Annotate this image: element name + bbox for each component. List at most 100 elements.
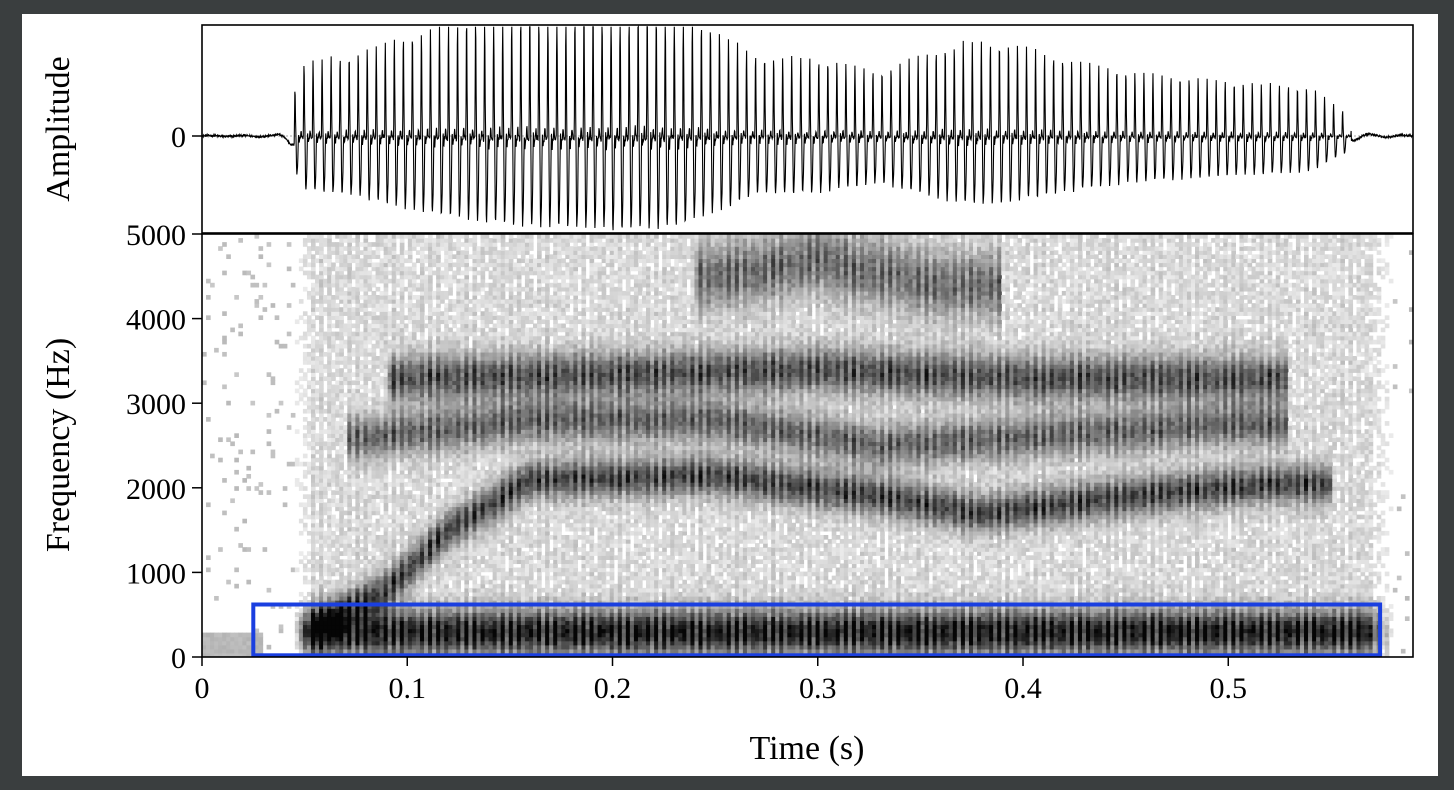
- spectrogram-cell: [206, 555, 211, 560]
- spectrogram-cell: [371, 608, 377, 613]
- spectrogram-cell: [387, 396, 393, 402]
- spectrogram-cell: [383, 526, 389, 532]
- spectrogram-cell: [355, 526, 361, 532]
- spectrogram-cell: [464, 469, 470, 475]
- spectrogram-cell: [391, 372, 397, 377]
- spectrogram-cell: [424, 571, 429, 577]
- spectrogram-cell: [415, 461, 421, 467]
- spectrogram-cell: [347, 534, 352, 540]
- spectrogram-cell: [359, 360, 365, 365]
- spectrogram-cell: [407, 396, 413, 402]
- spectrogram-cell: [258, 246, 264, 251]
- spectrogram-cell: [387, 295, 393, 300]
- spectrogram-cell: [315, 360, 320, 365]
- spectrogram-cell: [456, 482, 461, 487]
- spectrogram-cell: [484, 616, 490, 621]
- spectrogram-cell: [500, 616, 506, 621]
- spectrogram-cell: [371, 551, 377, 556]
- spectrogram-cell: [335, 547, 340, 552]
- spectrogram-cell: [363, 356, 369, 361]
- spectrogram-cell: [343, 648, 348, 654]
- spectrogram-cell: [387, 339, 393, 345]
- spectrogram-cell: [472, 238, 478, 243]
- spectrogram-cell: [460, 286, 465, 292]
- spectrogram-cell: [375, 412, 381, 418]
- spectrogram-cell: [339, 526, 344, 532]
- spectrogram-cell: [375, 437, 381, 443]
- spectrogram-cell: [492, 579, 498, 585]
- spectrogram-cell: [379, 632, 385, 638]
- spectrogram-cell: [359, 469, 365, 475]
- spectrogram-cell: [310, 425, 316, 430]
- spectrogram-cell: [419, 433, 425, 438]
- spectrogram-cell: [339, 612, 344, 617]
- spectrogram-cell: [391, 441, 397, 447]
- spectrogram-cell: [411, 449, 417, 455]
- spectrogram-cell: [504, 319, 510, 325]
- spectrogram-cell: [456, 518, 461, 524]
- spectrogram-cell: [234, 486, 239, 491]
- spectrogram-cell: [379, 551, 385, 556]
- spectrogram-cell: [355, 530, 361, 536]
- spectrogram-cell: [428, 286, 433, 292]
- spectrogram-cell: [500, 315, 506, 321]
- spectrogram-cell: [500, 579, 506, 585]
- spectrogram-cell: [375, 620, 381, 626]
- spectrogram-cell: [319, 514, 324, 520]
- spectrogram-cell: [302, 238, 308, 243]
- spectrogram-cell: [315, 494, 320, 499]
- spectrogram-cell: [468, 445, 474, 451]
- spectrogram-cell: [456, 425, 461, 430]
- spectrogram-cell: [496, 262, 502, 268]
- spectrogram-cell: [432, 551, 437, 556]
- spectrogram-cell: [347, 543, 352, 548]
- spectrogram-cell: [436, 388, 441, 394]
- spectrogram-cell: [391, 323, 397, 329]
- spectrogram-cell: [492, 356, 498, 361]
- spectrogram-cell: [383, 258, 389, 264]
- spectrogram-cell: [371, 628, 377, 634]
- spectrogram-cell: [484, 323, 490, 329]
- spectrogram-cell: [383, 600, 389, 605]
- spectrogram-cell: [468, 286, 474, 292]
- spectrogram-cell: [351, 494, 356, 499]
- spectrogram-cell: [403, 502, 409, 508]
- spectrogram-cell: [347, 612, 352, 617]
- spectrogram-cell: [391, 270, 397, 276]
- spectrogram-cell: [464, 640, 470, 646]
- spectrogram-cell: [496, 278, 502, 284]
- spectrogram-cell: [331, 457, 336, 463]
- spectrogram-cell: [375, 453, 381, 459]
- spectrogram-cell: [359, 575, 365, 581]
- spectrogram-cell: [496, 494, 502, 499]
- spectrogram-cell: [448, 238, 453, 243]
- spectrogram-cell: [424, 351, 429, 357]
- spectrogram-cell: [452, 412, 457, 418]
- spectrogram-cell: [399, 270, 405, 276]
- spectrogram-cell: [432, 530, 437, 536]
- spectrogram-cell: [343, 494, 348, 499]
- spectrogram-cell: [460, 518, 465, 524]
- spectrogram-cell: [448, 539, 453, 544]
- spectrogram-cell: [367, 274, 373, 280]
- spectrogram-cell: [436, 469, 441, 475]
- spectrogram-cell: [335, 234, 340, 239]
- spectrogram-cell: [306, 250, 312, 255]
- spectrogram-cell: [391, 242, 397, 247]
- spectrogram-cell: [444, 539, 449, 544]
- spectrogram-cell: [355, 319, 361, 325]
- spectrogram-cell: [302, 567, 308, 573]
- spectrogram-cell: [323, 563, 328, 569]
- spectrogram-cell: [395, 551, 401, 556]
- spectrogram-cell: [222, 311, 227, 316]
- spectrogram-cell: [359, 368, 365, 373]
- spectrogram-cell: [327, 380, 332, 386]
- spectrogram-cell: [440, 457, 445, 463]
- spectrogram-cell: [436, 461, 441, 467]
- spectrogram-cell: [432, 396, 437, 402]
- spectrogram-cell: [351, 620, 356, 626]
- spectrogram-cell: [500, 441, 506, 447]
- spectrogram-cell: [472, 482, 478, 487]
- spectrogram-cell: [375, 608, 381, 613]
- spectrogram-cell: [339, 262, 344, 268]
